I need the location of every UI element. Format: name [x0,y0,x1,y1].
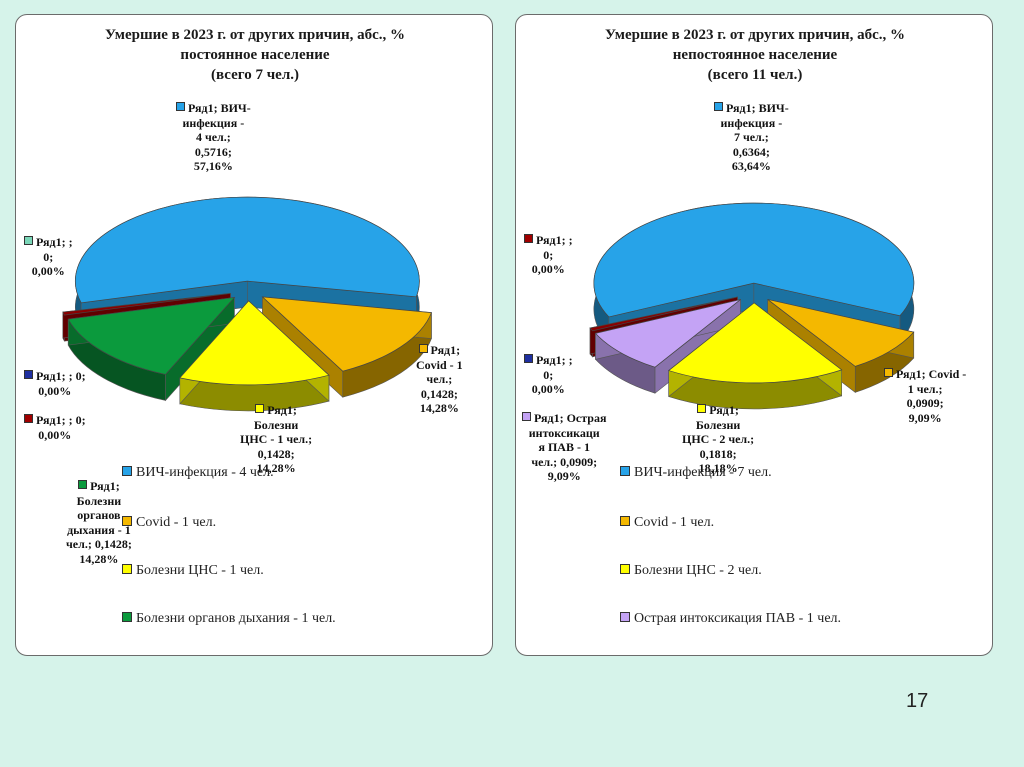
label-marker [24,236,33,245]
legend-swatch [122,516,132,526]
data-label-intoxication: Ряд1; Острая интоксикаци я ПАВ - 1 чел.;… [522,411,606,484]
label-marker [255,404,265,413]
chart-panel-permanent: Умершие в 2023 г. от других причин, абс.… [15,14,493,656]
legend-item-covid: Covid - 1 чел. [620,515,714,531]
legend-swatch [122,466,132,476]
pie-slice-top [62,293,231,316]
legend-swatch [620,516,630,526]
chart-title-line: (всего 11 чел.) [707,67,803,83]
chart-title-line: постоянное население [180,47,330,63]
pie-slice-top [593,202,915,318]
data-label-zero-1: Ряд1; ; 0; 0,00% [524,233,573,277]
legend-swatch [122,564,132,574]
chart-title-line: (всего 7 чел.) [211,67,299,83]
pie-chart-permanent [62,196,432,412]
label-marker [24,414,33,423]
label-marker [884,368,893,377]
legend-swatch [620,612,630,622]
label-marker [78,480,88,489]
pie-slice-вич-инфекция [74,196,420,330]
chart-title: Умершие в 2023 г. от других причин, абс.… [56,25,454,85]
data-label-hiv: Ряд1; ВИЧ- инфекция - 4 чел.; 0,5716; 57… [176,101,251,174]
legend-item-hiv: ВИЧ-инфекция - 4 чел. [122,465,274,481]
legend-swatch [620,466,630,476]
pie-slice-top [667,302,843,384]
page-number: 17 [906,690,929,712]
label-marker [522,412,531,421]
legend-item-respiratory: Болезни органов дыхания - 1 чел. [122,611,336,627]
chart-title-line: Умершие в 2023 г. от других причин, абс.… [104,27,406,43]
legend-swatch [620,564,630,574]
chart-panel-nonpermanent: Умершие в 2023 г. от других причин, абс.… [515,14,993,656]
chart-title: Умершие в 2023 г. от других причин, абс.… [556,25,954,85]
label-marker [418,344,428,353]
data-label-covid: Ряд1; Covid - 1 чел.; 0,0909; 9,09% [884,367,966,425]
chart-title-line: Умершие в 2023 г. от других причин, абс.… [604,27,906,43]
data-label-zero-2: Ряд1; ; 0; 0,00% [524,353,573,397]
data-label-zero-1: Ряд1; ; 0; 0,00% [24,235,73,279]
legend-swatch [122,612,132,622]
label-marker [176,102,185,111]
legend-item-cns: Болезни ЦНС - 1 чел. [122,563,264,579]
data-label-covid: Ряд1; Covid - 1 чел.; 0,1428; 14,28% [416,343,463,415]
pie-slice-top [767,299,915,367]
legend-item-cns: Болезни ЦНС - 2 чел. [620,563,762,579]
data-label-respiratory: Ряд1; Болезни органов дыхания - 1 чел.; … [66,479,132,566]
label-marker [24,370,33,379]
legend-item-intoxication: Острая интоксикация ПАВ - 1 чел. [620,611,841,627]
pie-chart-nonpermanent [589,202,915,410]
pie-slice-top [594,299,741,368]
chart-title-line: непостоянное население [672,47,838,63]
legend-item-covid: Covid - 1 чел. [122,515,216,531]
label-marker [524,234,533,243]
pie-slice-top [179,300,330,386]
pie-slice-top [74,196,420,304]
legend-item-hiv: ВИЧ-инфекция - 7 чел. [620,465,772,481]
pie-slice-top [261,296,432,372]
data-label-cns: Ряд1; Болезни ЦНС - 2 чел.; 0,1818; 18,1… [682,403,755,475]
pie-slice-top [67,296,236,375]
pie-slice-болезни-цнс [179,300,330,412]
data-label-zero-2: Ряд1; ; 0; 0,00% [24,369,86,398]
label-marker [697,404,707,413]
label-marker [524,354,533,363]
data-label-hiv: Ряд1; ВИЧ- инфекция - 7 чел.; 0,6364; 63… [714,101,789,174]
data-label-zero-3: Ряд1; ; 0; 0,00% [24,413,86,442]
label-marker [714,102,723,111]
data-label-cns: Ряд1; Болезни ЦНС - 1 чел.; 0,1428; 14,2… [240,403,313,475]
pie-slice-top [589,296,738,332]
pie-slice-болезни-цнс [667,302,843,410]
